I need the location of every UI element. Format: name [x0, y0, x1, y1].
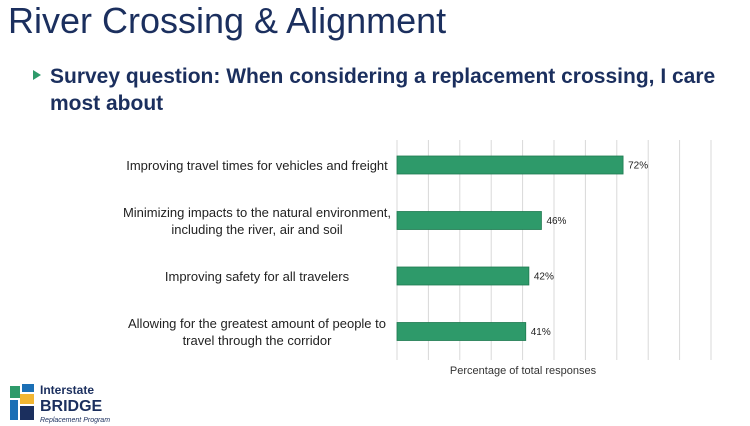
- category-label: Minimizing impacts to the natural enviro…: [122, 204, 392, 237]
- bar: [396, 155, 624, 175]
- logo-text: Interstate: [40, 383, 94, 397]
- value-label: 41%: [531, 327, 551, 338]
- logo-text: BRIDGE: [40, 398, 103, 415]
- slide-title: River Crossing & Alignment: [8, 0, 447, 41]
- bar: [396, 211, 542, 230]
- value-label: 46%: [546, 216, 566, 227]
- category-label: Improving travel times for vehicles and …: [126, 157, 388, 173]
- value-label: 42%: [534, 272, 554, 283]
- bullet-marker: [33, 70, 41, 80]
- bar: [396, 322, 527, 341]
- logo-text: Replacement Program: [40, 417, 110, 424]
- category-label: Allowing for the greatest amount of peop…: [128, 315, 386, 348]
- category-label: Improving safety for all travelers: [164, 268, 350, 284]
- bar: [396, 266, 530, 286]
- value-label: 72%: [628, 161, 648, 172]
- logo-icon: [10, 384, 34, 420]
- x-axis-label: Percentage of total responses: [450, 365, 597, 377]
- bullet-text: Survey question: When considering a repl…: [50, 65, 716, 115]
